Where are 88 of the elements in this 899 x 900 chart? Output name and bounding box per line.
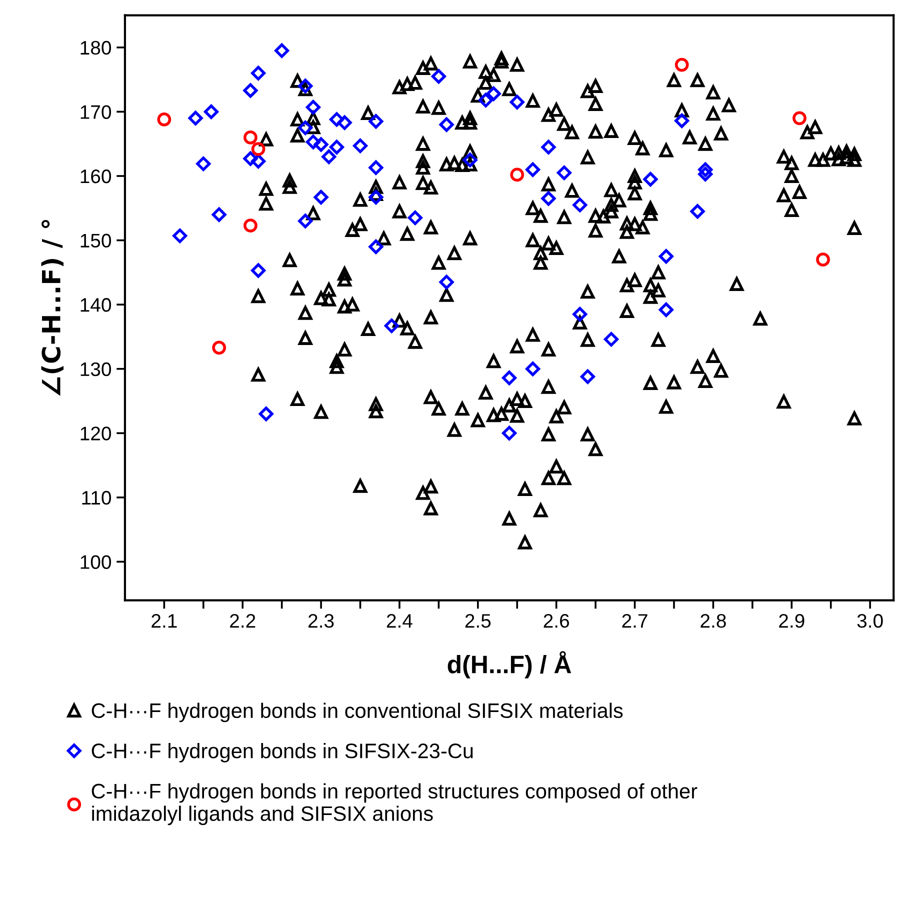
point — [196, 156, 211, 172]
point — [658, 249, 674, 264]
x-axis-title: d(H...F) / Å — [448, 651, 572, 678]
point — [690, 204, 705, 219]
point — [258, 406, 274, 422]
point — [212, 207, 226, 222]
point — [352, 138, 368, 154]
x-tick-label: 2.8 — [700, 614, 726, 628]
point — [502, 426, 517, 440]
x-tick-label: 2.1 — [152, 614, 177, 628]
point — [298, 120, 313, 136]
point — [541, 140, 556, 154]
x-tick-label: 2.2 — [230, 614, 256, 628]
y-tick-label: 120 — [80, 426, 112, 440]
point — [698, 166, 713, 182]
point — [572, 306, 588, 322]
point — [251, 142, 266, 156]
point — [368, 239, 384, 254]
point — [439, 274, 454, 290]
point — [816, 252, 830, 267]
point — [204, 104, 219, 120]
point — [314, 190, 328, 205]
y-tick-label: 170 — [80, 105, 112, 119]
point — [251, 154, 266, 169]
point — [580, 369, 595, 384]
point — [368, 114, 384, 129]
legend-label: C-H···F hydrogen bonds in SIFSIX-23-Cu — [92, 743, 473, 762]
point — [674, 113, 690, 128]
point — [572, 198, 588, 212]
point — [172, 228, 188, 244]
legend-label: C-H···F hydrogen bonds in reported structures composed of other imidazolyl ligands and SIFSIX anions — [92, 783, 698, 826]
point — [478, 92, 494, 108]
point — [604, 332, 619, 347]
point — [674, 58, 689, 72]
y-tick-label: 150 — [80, 234, 112, 248]
point — [306, 100, 320, 115]
point — [658, 302, 674, 318]
point — [384, 318, 399, 334]
y-tick-label: 180 — [80, 40, 112, 55]
point — [408, 210, 422, 226]
x-tick-label: 2.4 — [386, 614, 412, 628]
x-tick-label: 3.0 — [857, 614, 883, 628]
point — [243, 151, 258, 166]
point — [251, 66, 266, 80]
legend-label: C-H···F hydrogen bonds in conventional SIFSIX materials — [92, 702, 623, 722]
x-tick-label: 2.9 — [779, 614, 804, 628]
point — [329, 140, 344, 154]
point — [251, 263, 266, 278]
point — [462, 152, 478, 168]
point — [244, 130, 258, 144]
point — [792, 111, 806, 126]
y-tick-label: 100 — [80, 555, 112, 569]
point — [298, 214, 313, 228]
point — [322, 149, 336, 164]
point — [298, 78, 313, 94]
point — [643, 172, 658, 187]
y-tick-label: 140 — [80, 298, 112, 312]
point — [244, 218, 258, 232]
y-tick-label: 160 — [80, 169, 112, 184]
x-tick-label: 2.5 — [465, 614, 491, 628]
point — [510, 94, 524, 110]
point — [368, 190, 384, 205]
point — [314, 137, 328, 152]
x-tick-label: 2.7 — [622, 614, 648, 628]
point — [306, 134, 320, 150]
point — [526, 362, 540, 376]
point — [337, 115, 352, 130]
point — [431, 69, 446, 84]
point — [243, 83, 258, 98]
point — [157, 112, 172, 126]
y-tick-label: 110 — [82, 490, 112, 505]
point — [698, 162, 713, 177]
point — [541, 191, 556, 206]
point — [556, 166, 572, 180]
x-tick-label: 2.3 — [308, 614, 334, 628]
point — [486, 86, 501, 102]
y-axis-title: ∠(C-H...F) / ° — [41, 220, 64, 396]
point — [274, 43, 290, 58]
x-tick-label: 2.6 — [544, 614, 570, 628]
point — [502, 370, 517, 386]
point — [329, 112, 344, 127]
point — [526, 162, 540, 177]
point — [439, 117, 454, 132]
y-tick-label: 130 — [80, 362, 112, 376]
point — [368, 160, 384, 175]
point — [212, 340, 226, 355]
point — [188, 110, 203, 126]
point — [510, 168, 524, 182]
